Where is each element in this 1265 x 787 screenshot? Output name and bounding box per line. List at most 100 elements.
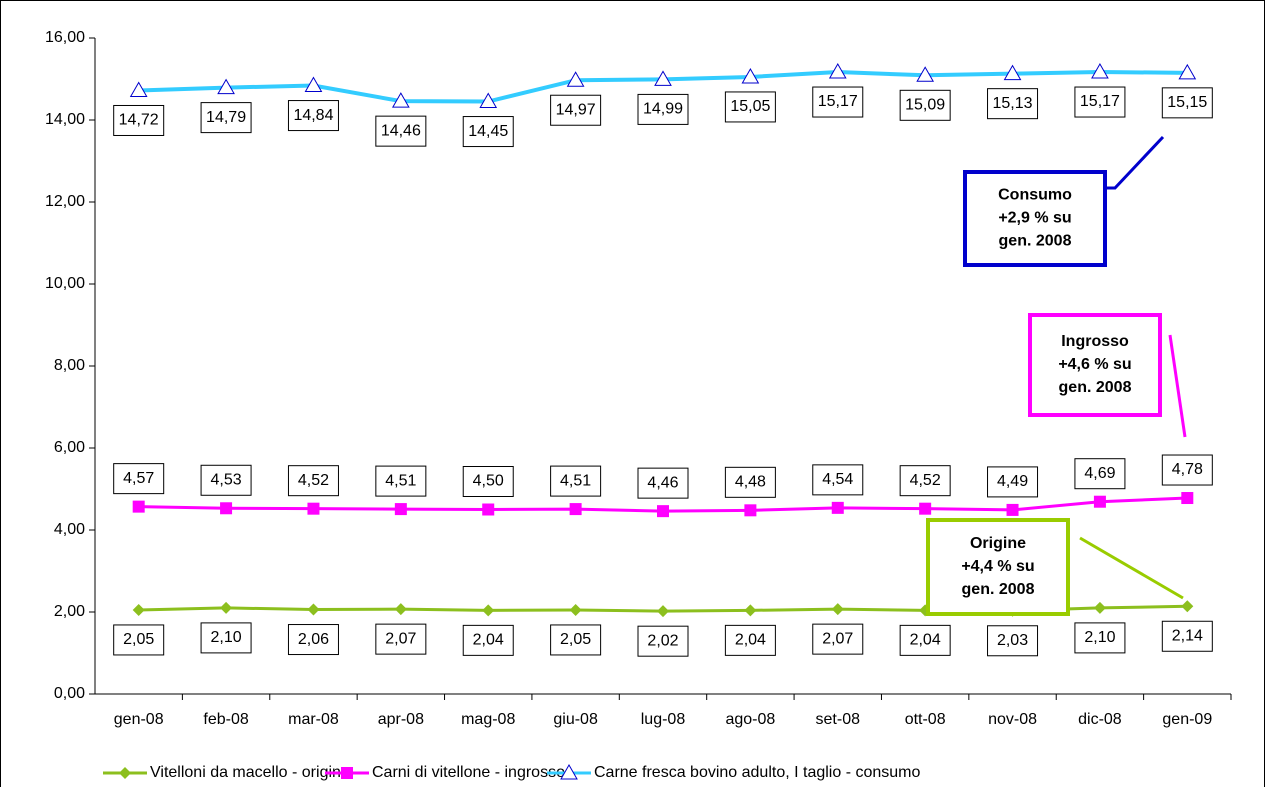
data-label-box <box>113 463 165 495</box>
data-label-box <box>200 464 252 496</box>
point-marker <box>1093 495 1106 508</box>
data-label-box <box>987 88 1039 120</box>
annotation-text: gen. 2008 <box>1059 379 1132 396</box>
data-label-box <box>1074 458 1126 490</box>
data-label: 4,53 <box>211 471 242 488</box>
x-tick-label: gen-08 <box>114 711 164 728</box>
data-label-box <box>1074 622 1126 654</box>
data-label: 14,72 <box>119 112 159 129</box>
point-marker <box>1093 601 1106 614</box>
data-label-box <box>113 624 165 656</box>
data-label: 2,02 <box>647 632 678 649</box>
data-label: 2,05 <box>123 631 154 648</box>
point-marker <box>132 603 145 616</box>
data-label: 2,10 <box>211 629 242 646</box>
data-label-box <box>1161 454 1213 486</box>
data-label: 2,07 <box>385 630 416 647</box>
data-label: 15,17 <box>818 93 858 110</box>
point-marker <box>1006 503 1019 516</box>
data-label-box <box>550 94 602 126</box>
y-tick-label: 8,00 <box>54 357 85 374</box>
point-marker <box>569 603 582 616</box>
data-label: 4,78 <box>1172 461 1203 478</box>
point-marker <box>1181 492 1194 505</box>
data-label: 14,84 <box>293 107 333 124</box>
data-label: 15,13 <box>993 95 1033 112</box>
x-tick-label: mar-08 <box>288 711 339 728</box>
point-marker <box>482 604 495 617</box>
y-tick-label: 12,00 <box>45 193 85 210</box>
y-tick-label: 4,00 <box>54 521 85 538</box>
data-label: 2,04 <box>910 632 941 649</box>
data-label: 15,05 <box>730 98 770 115</box>
point-marker <box>569 503 582 516</box>
point-marker <box>916 66 935 82</box>
data-label: 4,69 <box>1084 465 1115 482</box>
y-tick-label: 2,00 <box>54 603 85 620</box>
data-label-box <box>1161 87 1213 119</box>
point-marker <box>744 604 757 617</box>
data-label-box <box>375 115 427 147</box>
point-marker <box>741 67 760 84</box>
x-tick-label: giu-08 <box>553 711 598 728</box>
point-marker <box>566 71 585 87</box>
x-tick-label: lug-08 <box>641 711 686 728</box>
point-marker <box>391 92 410 108</box>
point-marker <box>129 81 148 97</box>
data-label: 4,52 <box>298 472 329 489</box>
legend-marker <box>119 767 131 779</box>
point-marker <box>220 601 233 614</box>
data-label-box <box>550 624 602 656</box>
annotation-text: +4,6 % su <box>1058 356 1131 373</box>
annotation-text: Consumo <box>998 187 1072 204</box>
y-tick-label: 0,00 <box>54 685 85 702</box>
legend-label: Carne fresca bovino adulto, I taglio - c… <box>594 764 921 781</box>
data-label-box <box>113 104 165 136</box>
data-label: 4,57 <box>123 470 154 487</box>
data-label: 2,04 <box>473 632 504 649</box>
data-label-box <box>550 465 602 497</box>
data-label: 2,07 <box>822 630 853 647</box>
point-marker <box>654 70 672 86</box>
point-marker <box>479 92 498 109</box>
y-tick-label: 6,00 <box>54 439 85 456</box>
point-marker <box>1181 600 1194 613</box>
annotation-box <box>1028 313 1162 417</box>
annotation-text: gen. 2008 <box>999 233 1072 250</box>
data-label: 14,99 <box>643 101 683 118</box>
legend-marker <box>560 763 578 780</box>
data-label: 15,09 <box>905 97 945 114</box>
data-label: 4,51 <box>385 472 416 489</box>
x-tick-label: dic-08 <box>1078 711 1122 728</box>
y-tick-label: 10,00 <box>45 275 85 292</box>
legend-marker <box>341 767 353 779</box>
point-marker <box>1091 63 1109 79</box>
point-marker <box>304 76 323 93</box>
data-label-box <box>724 91 776 123</box>
point-marker <box>831 501 844 514</box>
x-tick-label: gen-09 <box>1162 711 1212 728</box>
data-label-box <box>287 624 339 656</box>
data-label-box <box>1161 620 1213 652</box>
point-marker <box>394 603 407 616</box>
annotation-text: Ingrosso <box>1061 333 1129 350</box>
data-label-box <box>724 624 776 656</box>
x-tick-label: feb-08 <box>203 711 248 728</box>
legend-label: Vitelloni da macello - origine <box>150 764 350 781</box>
data-label-box <box>987 466 1039 498</box>
point-marker <box>132 500 145 513</box>
data-label: 2,05 <box>560 631 591 648</box>
data-label: 14,46 <box>381 122 421 139</box>
point-marker <box>1178 63 1197 80</box>
point-marker <box>744 504 757 517</box>
y-tick-label: 16,00 <box>45 29 85 46</box>
annotation-box <box>963 170 1107 267</box>
data-label-box <box>899 465 951 497</box>
point-marker <box>657 505 669 518</box>
data-label: 15,17 <box>1080 93 1120 110</box>
data-label: 4,49 <box>997 473 1028 490</box>
x-tick-label: set-08 <box>816 711 861 728</box>
data-label: 2,03 <box>997 632 1028 649</box>
annotation-connector <box>1105 135 1165 190</box>
